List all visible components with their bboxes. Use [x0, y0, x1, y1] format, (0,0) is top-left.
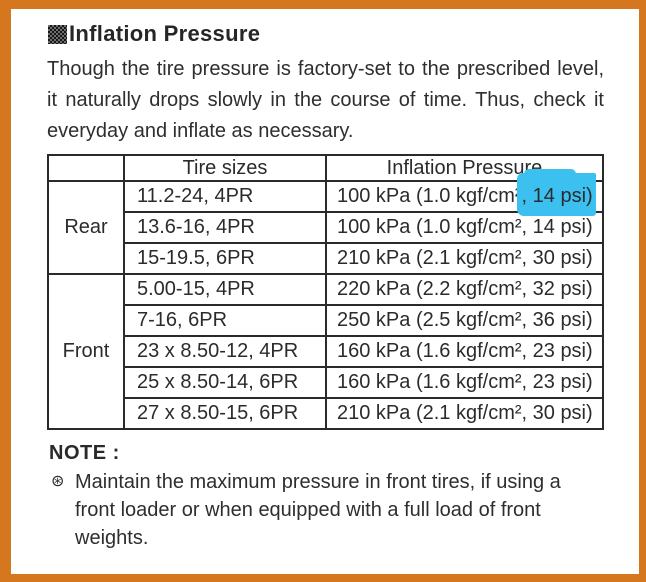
note-text: Maintain the maximum pressure in front t… — [75, 471, 561, 549]
pressure-cell: 160 kPa (1.6 kgf/cm², 23 psi) — [325, 335, 604, 368]
table-row: 7-16, 6PR 250 kPa (2.5 kgf/cm², 36 psi) — [48, 304, 604, 337]
table-row: 15-19.5, 6PR 210 kPa (2.1 kgf/cm², 30 ps… — [48, 242, 604, 275]
section-marker-icon — [48, 25, 67, 44]
pressure-cell: 210 kPa (2.1 kgf/cm², 30 psi) — [325, 242, 604, 275]
tire-size-cell: 23 x 8.50-12, 4PR — [123, 335, 327, 368]
pressure-cell: 160 kPa (1.6 kgf/cm², 23 psi) — [325, 366, 604, 399]
tire-size-cell: 13.6-16, 4PR — [123, 211, 327, 244]
header-inflation-pressure: Inflation Pressure — [325, 154, 604, 182]
note-section: NOTE : ⊛ Maintain the maximum pressure i… — [47, 442, 603, 552]
intro-paragraph: Though the tire pressure is factory-set … — [47, 58, 604, 142]
tire-size-cell: 15-19.5, 6PR — [123, 242, 327, 275]
pressure-cell: 220 kPa (2.2 kgf/cm², 32 psi) — [325, 273, 604, 306]
tire-size-cell: 11.2-24, 4PR — [123, 180, 327, 213]
tire-size-cell: 5.00-15, 4PR — [123, 273, 327, 306]
group-label-front: Front — [47, 273, 125, 430]
pressure-text: 100 kPa (1.0 kgf/cm² — [337, 185, 522, 207]
section-title: Inflation Pressure — [48, 21, 603, 47]
header-group-empty — [47, 154, 125, 182]
page-content: Inflation Pressure Though the tire press… — [11, 9, 639, 552]
tire-size-cell: 25 x 8.50-14, 6PR — [123, 366, 327, 399]
pressure-cell: 210 kPa (2.1 kgf/cm², 30 psi) — [325, 397, 604, 430]
table-header-row: Tire sizes Inflation Pressure — [47, 154, 604, 182]
table-row: 13.6-16, 4PR 100 kPa (1.0 kgf/cm², 14 ps… — [48, 211, 604, 244]
table-row: 27 x 8.50-15, 6PR 210 kPa (2.1 kgf/cm², … — [48, 397, 604, 430]
tire-size-cell: 27 x 8.50-15, 6PR — [123, 397, 327, 430]
table-row: Rear 11.2-24, 4PR 100 kPa (1.0 kgf/cm², … — [47, 180, 604, 275]
pressure-cell: 100 kPa (1.0 kgf/cm², 14 psi) — [325, 180, 604, 213]
table-row: 23 x 8.50-12, 4PR 160 kPa (1.6 kgf/cm², … — [48, 335, 604, 368]
pressure-cell: 100 kPa (1.0 kgf/cm², 14 psi) — [325, 211, 604, 244]
table-row: 25 x 8.50-14, 6PR 160 kPa (1.6 kgf/cm², … — [48, 366, 604, 399]
note-bullet-icon: ⊛ — [51, 473, 65, 490]
section-title-text: Inflation Pressure — [69, 21, 261, 46]
inflation-pressure-table: Tire sizes Inflation Pressure Rear 11.2-… — [47, 154, 604, 430]
note-label: NOTE : — [49, 442, 120, 464]
table-row: Front 5.00-15, 4PR 220 kPa (2.2 kgf/cm²,… — [47, 273, 604, 430]
group-label-rear: Rear — [47, 180, 125, 275]
header-tire-sizes: Tire sizes — [123, 154, 327, 182]
highlight-annotation: , 14 psi) — [521, 185, 593, 207]
pressure-cell: 250 kPa (2.5 kgf/cm², 36 psi) — [325, 304, 604, 337]
tire-size-cell: 7-16, 6PR — [123, 304, 327, 337]
note-item: ⊛ Maintain the maximum pressure in front… — [49, 468, 603, 552]
